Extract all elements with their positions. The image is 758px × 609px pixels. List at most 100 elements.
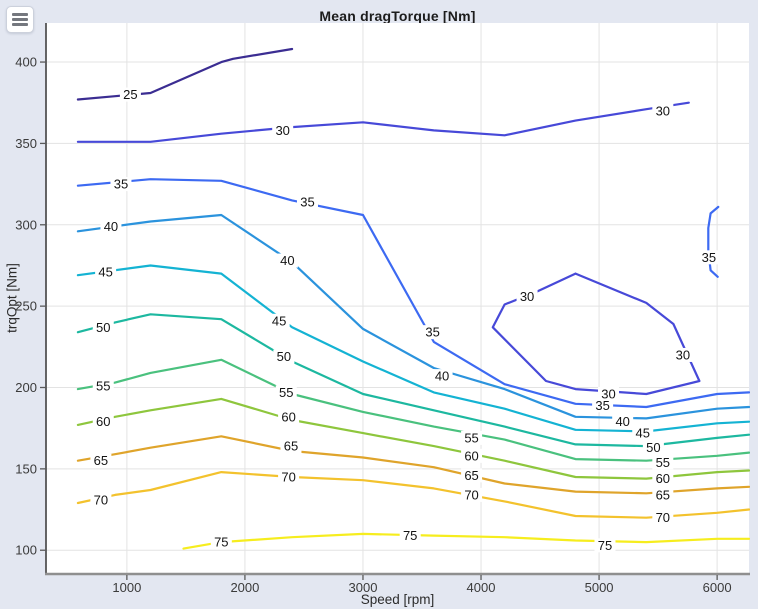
contour-label-patch (210, 535, 232, 550)
contour-line-30 (76, 101, 690, 143)
contour-label-45: 45 (98, 264, 112, 279)
contour-label-70: 70 (94, 492, 108, 507)
contour-label-75: 75 (214, 535, 228, 550)
contour-label-patch (652, 487, 674, 502)
x-tick-label: 4000 (467, 580, 496, 595)
contour-label-70: 70 (281, 469, 295, 484)
contour-lines (76, 47, 750, 550)
contour-label-patch (272, 123, 294, 138)
contour-label-patch (431, 369, 453, 384)
contour-label-patch (90, 492, 112, 507)
contour-label-35: 35 (114, 177, 128, 192)
contour-label-patch (90, 453, 112, 468)
contour-label-55: 55 (464, 430, 478, 445)
contour-label-patch (652, 455, 674, 470)
contour-label-65: 65 (284, 439, 298, 454)
x-tick-label: 3000 (349, 580, 378, 595)
contour-label-40: 40 (435, 369, 449, 384)
contour-label-patch (632, 426, 654, 441)
contour-label-75: 75 (598, 538, 612, 553)
contour-label-patch (594, 538, 616, 553)
contour-label-35: 35 (595, 398, 609, 413)
y-tick-label: 200 (15, 380, 37, 395)
contour-label-patch (268, 313, 290, 328)
contour-label-55: 55 (279, 385, 293, 400)
contour-line-35 (707, 205, 720, 278)
contour-label-patch (278, 409, 300, 424)
contour-label-30: 30 (676, 347, 690, 362)
contour-label-70: 70 (464, 487, 478, 502)
contour-label-patch (461, 430, 483, 445)
contour-label-patch (592, 398, 614, 413)
contour-label-40: 40 (280, 253, 294, 268)
contour-line-75 (182, 532, 750, 550)
contour-label-patch (92, 320, 114, 335)
contour-label-patch (652, 471, 674, 486)
contour-label-patch (100, 219, 122, 234)
contour-label-patch (92, 414, 114, 429)
contour-label-55: 55 (656, 455, 670, 470)
contour-label-25: 25 (123, 87, 137, 102)
x-tick-label: 6000 (703, 580, 732, 595)
contour-line-30 (491, 272, 701, 396)
contour-line-35 (76, 178, 750, 409)
contour-label-patch (598, 387, 620, 402)
contour-label-70: 70 (656, 510, 670, 525)
contour-label-60: 60 (464, 448, 478, 463)
contour-label-patch (278, 469, 300, 484)
hamburger-icon (12, 13, 28, 26)
contour-labels: 2530303030303535353535404040404545455050… (90, 87, 720, 553)
contour-label-patch (399, 528, 421, 543)
contour-line-40 (76, 213, 750, 420)
contour-label-patch (95, 264, 117, 279)
contour-label-40: 40 (104, 219, 118, 234)
contour-label-patch (652, 510, 674, 525)
contour-label-patch (612, 414, 634, 429)
contour-label-patch (92, 378, 114, 393)
x-tick-label: 2000 (230, 580, 259, 595)
y-tick-label: 350 (15, 136, 37, 151)
contour-label-patch (276, 253, 298, 268)
contour-label-50: 50 (96, 320, 110, 335)
contour-label-50: 50 (277, 349, 291, 364)
contour-label-35: 35 (702, 250, 716, 265)
contour-label-patch (119, 87, 141, 102)
contour-label-75: 75 (403, 528, 417, 543)
contour-label-patch (110, 177, 132, 192)
tick-marks (40, 61, 718, 580)
contour-label-60: 60 (96, 414, 110, 429)
contour-label-30: 30 (656, 103, 670, 118)
contour-label-patch (280, 439, 302, 454)
y-tick-label: 150 (15, 461, 37, 476)
x-tick-label: 1000 (112, 580, 141, 595)
contour-label-patch (461, 448, 483, 463)
contour-label-30: 30 (520, 289, 534, 304)
y-tick-label: 100 (15, 543, 37, 558)
contour-label-35: 35 (300, 194, 314, 209)
x-tick-label: 5000 (585, 580, 614, 595)
tick-labels: 1000 2000 3000 4000 5000 6000 100 150 200 250 300 3… (15, 55, 731, 595)
contour-label-patch (698, 250, 720, 265)
contour-label-patch (461, 487, 483, 502)
contour-label-patch (652, 103, 674, 118)
contour-label-patch (516, 289, 538, 304)
contour-label-65: 65 (656, 487, 670, 502)
contour-label-patch (273, 349, 295, 364)
contour-label-45: 45 (636, 426, 650, 441)
x-axis-label: Speed [rpm] (360, 592, 435, 607)
menu-button[interactable] (6, 6, 34, 33)
y-axis-label: trqOpt [Nm] (4, 263, 20, 333)
contour-line-25 (76, 47, 294, 101)
contour-label-45: 45 (272, 313, 286, 328)
contour-label-40: 40 (615, 414, 629, 429)
contour-label-65: 65 (94, 453, 108, 468)
contour-label-60: 60 (281, 409, 295, 424)
contour-label-30: 30 (275, 123, 289, 138)
contour-label-50: 50 (646, 440, 660, 455)
y-tick-label: 400 (15, 55, 37, 70)
contour-label-55: 55 (96, 378, 110, 393)
contour-label-patch (275, 385, 297, 400)
contour-line-45 (76, 264, 750, 433)
